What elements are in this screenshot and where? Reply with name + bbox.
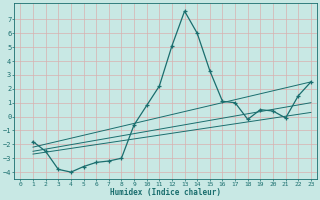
X-axis label: Humidex (Indice chaleur): Humidex (Indice chaleur)	[110, 188, 221, 197]
